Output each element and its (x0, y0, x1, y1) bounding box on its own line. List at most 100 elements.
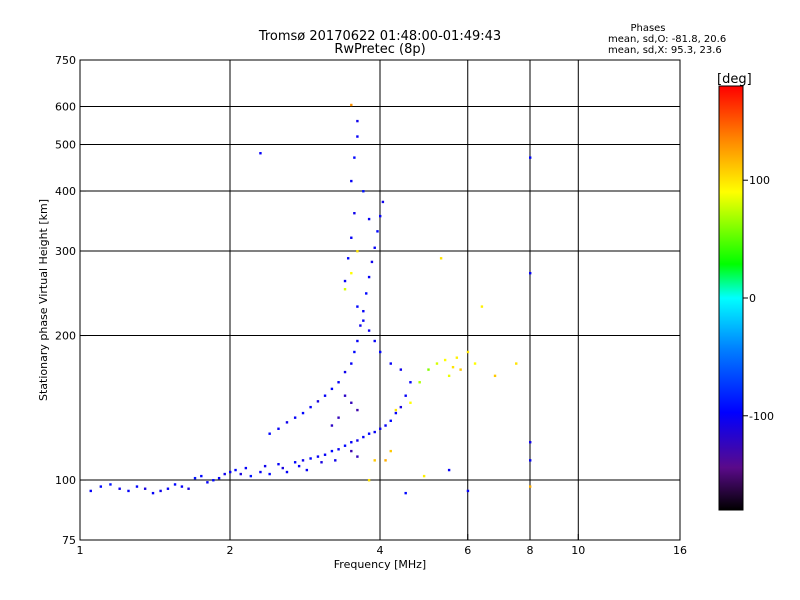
data-point (350, 441, 353, 444)
data-point (316, 400, 320, 403)
data-point (301, 411, 305, 415)
data-point (362, 435, 365, 439)
x-tick-label: 1 (77, 544, 84, 557)
data-point (435, 362, 439, 365)
data-point (529, 271, 532, 275)
data-point (166, 487, 170, 490)
data-point (330, 387, 334, 391)
y-tick-label: 300 (55, 245, 76, 258)
data-point (337, 381, 340, 384)
y-tick-label: 750 (55, 54, 76, 67)
data-point (217, 476, 221, 480)
y-tick-label: 500 (55, 139, 76, 152)
data-point (367, 217, 371, 221)
data-point (466, 489, 470, 493)
data-point (350, 271, 353, 275)
y-axis-label: Stationary phase Virtual Height [km] (37, 199, 50, 401)
data-point (330, 449, 334, 453)
data-point (373, 339, 376, 343)
data-point (443, 358, 447, 362)
data-point (418, 381, 421, 384)
data-point (350, 179, 353, 183)
data-point (356, 439, 359, 442)
data-point (376, 230, 379, 233)
data-point (480, 305, 484, 308)
data-point (309, 457, 312, 460)
data-point (529, 459, 532, 462)
gridlines (80, 60, 680, 540)
data-point (356, 455, 359, 458)
y-tick-label: 400 (55, 185, 76, 198)
data-point (259, 152, 262, 155)
data-point (529, 485, 532, 488)
data-point (244, 466, 248, 470)
data-point (323, 453, 327, 456)
data-point (399, 368, 403, 371)
data-point (422, 474, 426, 478)
data-point (389, 449, 392, 453)
data-point (367, 479, 371, 482)
data-point (367, 329, 371, 332)
data-point (285, 421, 289, 424)
data-point (343, 279, 347, 283)
stats-title: Phases (630, 23, 665, 34)
data-point (89, 489, 92, 493)
data-point (350, 401, 353, 404)
data-point (293, 461, 297, 464)
y-tick-label: 75 (62, 534, 76, 547)
data-point (493, 374, 497, 378)
data-point (350, 236, 353, 239)
data-point (350, 362, 353, 365)
x-tick-label: 6 (464, 544, 471, 557)
data-point (239, 472, 242, 476)
data-point (277, 462, 280, 466)
data-point (373, 430, 376, 434)
data-point (404, 394, 407, 397)
data-point (356, 250, 359, 253)
data-point (350, 449, 353, 453)
colorbar-label: [deg] (717, 72, 752, 87)
data-point (356, 135, 359, 138)
x-tick-label: 16 (673, 544, 687, 557)
x-tick-label: 4 (377, 544, 384, 557)
data-point (409, 401, 412, 404)
data-point (356, 119, 359, 123)
data-point (381, 200, 385, 204)
data-point (305, 468, 309, 472)
data-point (389, 419, 392, 422)
colorbar-tick-label: -100 (749, 410, 774, 423)
data-point (362, 190, 365, 193)
data-point (353, 350, 356, 354)
x-tick-label: 10 (571, 544, 585, 557)
data-point (451, 365, 455, 369)
x-axis-ticks: 1 2 4 6 8 10 16 (77, 534, 687, 557)
data-points (89, 103, 532, 495)
stats-line-o: mean, sd,O: -81.8, 20.6 (608, 34, 726, 45)
data-point (427, 368, 430, 371)
data-point (455, 356, 459, 359)
data-point (362, 319, 365, 322)
data-point (409, 381, 412, 384)
x-tick-label: 8 (527, 544, 534, 557)
data-point (301, 459, 305, 462)
data-point (473, 362, 477, 365)
data-point (151, 491, 155, 495)
data-point (206, 481, 209, 484)
data-point (365, 292, 368, 295)
data-point (384, 459, 387, 462)
data-point (99, 485, 103, 488)
data-point (180, 485, 184, 488)
data-point (343, 394, 347, 397)
data-point (212, 479, 215, 482)
data-point (323, 394, 327, 397)
data-point (281, 466, 284, 470)
data-point (337, 448, 340, 451)
data-point (193, 476, 197, 480)
x-axis-label: Frequency [MHz] (334, 558, 426, 571)
data-point (529, 441, 532, 444)
data-point (316, 455, 320, 458)
colorbar-tick-label: 100 (749, 174, 770, 187)
data-point (394, 408, 398, 412)
stats-line-x: mean, sd,X: 95.3, 23.6 (608, 45, 722, 56)
